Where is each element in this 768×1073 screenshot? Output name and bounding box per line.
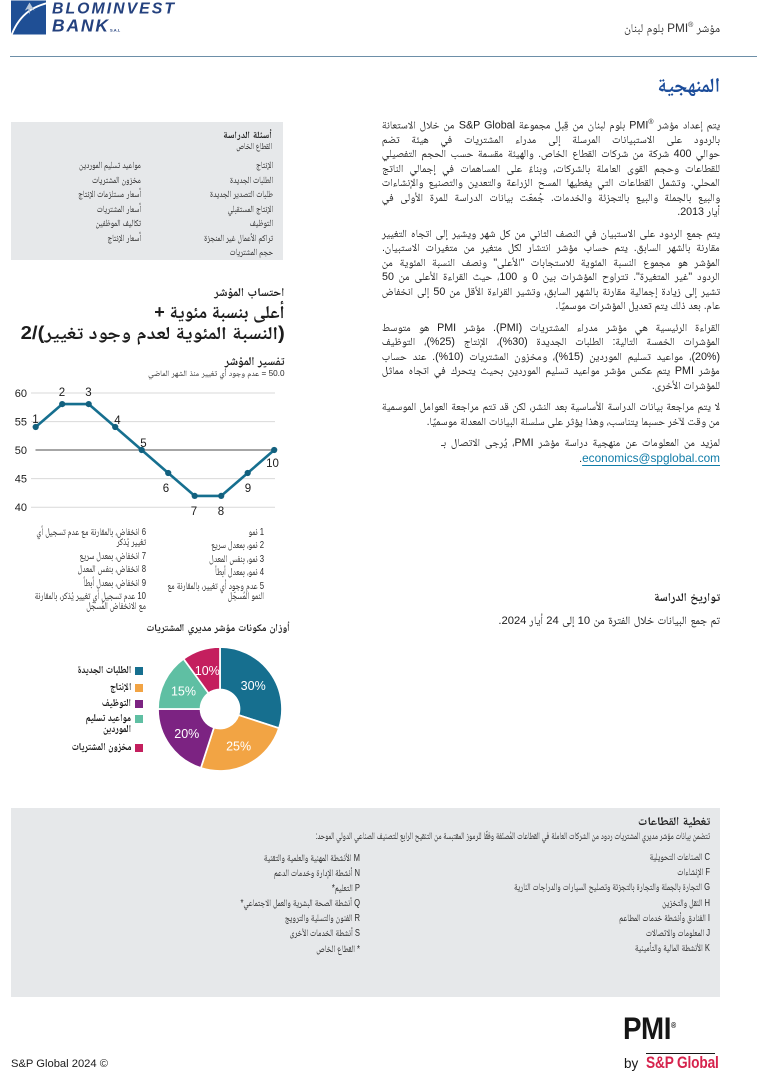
svg-text:1: 1 bbox=[32, 414, 38, 426]
svg-text:10%: 10% bbox=[195, 664, 220, 678]
svg-text:BLOMINVEST: BLOMINVEST bbox=[52, 1, 175, 18]
svg-text:60: 60 bbox=[15, 388, 27, 400]
svg-text:40: 40 bbox=[15, 502, 27, 514]
svg-text:3: 3 bbox=[85, 387, 91, 399]
svg-text:9: 9 bbox=[245, 483, 251, 495]
svg-text:8: 8 bbox=[218, 506, 224, 518]
svg-text:50: 50 bbox=[15, 445, 27, 457]
svg-text:S.A.L: S.A.L bbox=[110, 28, 121, 33]
svg-text:BANK: BANK bbox=[52, 16, 109, 36]
svg-text:10: 10 bbox=[266, 458, 279, 470]
svg-text:30%: 30% bbox=[241, 679, 266, 693]
svg-text:55: 55 bbox=[15, 417, 27, 429]
svg-text:5: 5 bbox=[140, 438, 146, 450]
svg-text:7: 7 bbox=[191, 506, 197, 518]
svg-text:4: 4 bbox=[114, 415, 121, 427]
svg-text:20%: 20% bbox=[174, 727, 199, 741]
svg-text:2: 2 bbox=[59, 387, 65, 399]
svg-text:15%: 15% bbox=[171, 684, 196, 698]
svg-text:45: 45 bbox=[15, 474, 27, 486]
svg-text:6: 6 bbox=[163, 483, 169, 495]
svg-text:25%: 25% bbox=[226, 740, 251, 754]
